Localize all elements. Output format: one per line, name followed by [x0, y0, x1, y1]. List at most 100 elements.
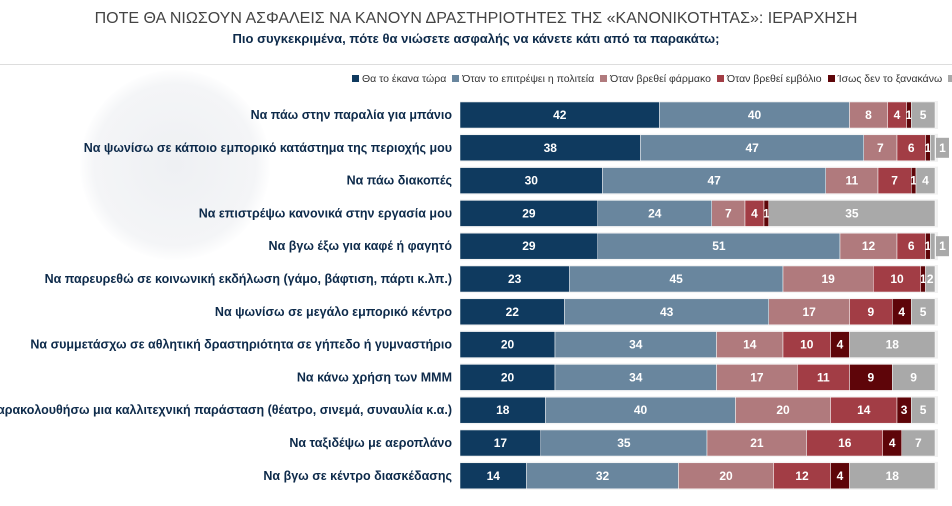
bar-segment — [930, 232, 936, 260]
bar-segment — [839, 232, 898, 260]
value-label: 35 — [617, 436, 631, 450]
bar-segment — [849, 462, 936, 490]
value-label: 4 — [894, 108, 901, 122]
legend-label: Όταν βρεθεί εμβόλιο — [726, 73, 822, 85]
bar-segment — [911, 101, 936, 129]
legend-swatch — [948, 75, 952, 82]
bar-segment — [849, 364, 893, 391]
bar-segment — [925, 265, 936, 293]
bar-segment — [564, 298, 769, 326]
bar-segment — [706, 429, 807, 457]
value-label: 7 — [891, 174, 898, 188]
divider — [0, 64, 952, 65]
category-label: Να ψωνίσω σε κάποιο εμπορικό κατάστημα τ… — [84, 141, 452, 155]
category-label: Να παρευρεθώ σε κοινωνική εκδήλωση (γάμο… — [45, 272, 452, 286]
legend-item: Θα το έκανα τώρα — [352, 73, 446, 85]
bar-segment — [896, 232, 926, 260]
value-label: 1 — [910, 174, 917, 188]
bar-segment — [735, 396, 831, 424]
bar-segment — [459, 134, 641, 162]
value-label: 29 — [522, 239, 536, 253]
legend-label: Θα το έκανα τώρα — [362, 73, 447, 85]
value-label: 9 — [910, 370, 917, 384]
value-label: 4 — [751, 206, 758, 220]
value-label: 5 — [920, 305, 927, 319]
value-label: 47 — [745, 141, 759, 155]
value-label: 22 — [506, 305, 520, 319]
value-label: 18 — [496, 403, 510, 417]
bar-segment — [659, 101, 850, 129]
value-label: 12 — [795, 469, 809, 483]
value-label: 16 — [838, 436, 852, 450]
value-label: 2 — [927, 272, 934, 286]
value-label: 34 — [629, 338, 643, 352]
value-label: 5 — [920, 108, 927, 122]
value-label: 17 — [802, 305, 816, 319]
value-label: 17 — [750, 370, 764, 384]
bar-segment — [830, 396, 898, 424]
bar-segment — [602, 167, 826, 194]
bar-segment — [711, 200, 746, 227]
bar-segment — [716, 364, 798, 391]
bar-segment — [849, 331, 936, 358]
virus-watermark — [80, 70, 270, 260]
legend-swatch — [452, 75, 460, 82]
legend-item: ΔΓ/ΔΑ — [948, 73, 952, 85]
legend-item: Όταν το επιτρέψει η πολιτεία — [452, 73, 594, 85]
legend-swatch — [716, 75, 724, 82]
legend-label: Όταν το επιτρέψει η πολιτεία — [462, 73, 595, 85]
value-label: 9 — [868, 370, 875, 384]
bar-segment — [459, 101, 660, 129]
value-label: 18 — [886, 469, 900, 483]
value-label: 7 — [725, 206, 732, 220]
bar-segment — [540, 429, 708, 457]
legend: Θα το έκανα τώρα Όταν το επιτρέψει η πολι… — [352, 73, 952, 85]
category-label: Να ψωνίσω σε μεγάλο εμπορικό κέντρο — [215, 305, 452, 319]
value-label: 18 — [886, 338, 900, 352]
value-label: 8 — [865, 108, 872, 122]
value-label: 10 — [890, 272, 904, 286]
value-label: 20 — [501, 370, 515, 384]
value-label: 12 — [862, 239, 876, 253]
bar-segment — [678, 462, 774, 490]
value-label: 10 — [800, 338, 814, 352]
bar-segment — [877, 167, 912, 194]
value-label: 7 — [915, 436, 922, 450]
bar-segment — [849, 101, 888, 129]
bar-segment — [782, 331, 831, 358]
legend-label: Ίσως δεν το ξανακάνω — [837, 73, 943, 85]
bar-segment — [569, 265, 784, 293]
bar-segment — [597, 200, 712, 227]
bar-segment — [901, 429, 936, 457]
value-label: 30 — [525, 174, 539, 188]
legend-swatch — [352, 75, 359, 82]
bar-segment — [545, 396, 736, 424]
value-label: 4 — [889, 436, 896, 450]
value-label: 6 — [908, 239, 915, 253]
legend-label: Όταν βρεθεί φάρμακο — [610, 73, 711, 85]
value-label: 42 — [553, 108, 567, 122]
category-label: Να πάω διακοπές — [347, 174, 452, 188]
value-label: 21 — [750, 436, 764, 450]
value-label: 43 — [660, 305, 674, 319]
bar-segment — [459, 298, 565, 326]
bar-segment — [459, 462, 527, 490]
bar-segment — [911, 298, 936, 326]
value-label: 5 — [920, 403, 927, 417]
value-label: 17 — [494, 436, 508, 450]
value-label: 1 — [925, 141, 932, 155]
bar-segment — [825, 167, 879, 194]
value-label: 1 — [939, 141, 946, 155]
bar-segment — [782, 265, 874, 293]
category-label: Να συμμετάσχω σε αθλητική δραστηριότητα … — [30, 338, 452, 352]
bar-segment — [930, 134, 936, 162]
bar-segment — [768, 298, 850, 326]
chart-subtitle: Πιο συγκεκριμένα, πότε θα νιώσετε ασφαλή… — [232, 31, 720, 46]
value-label: 20 — [501, 338, 515, 352]
bar-segment — [806, 429, 883, 457]
value-label: 11 — [817, 370, 830, 384]
value-label: 4 — [922, 174, 929, 188]
value-label: 35 — [845, 206, 859, 220]
value-label: 4 — [837, 338, 844, 352]
value-label: 20 — [719, 469, 733, 483]
